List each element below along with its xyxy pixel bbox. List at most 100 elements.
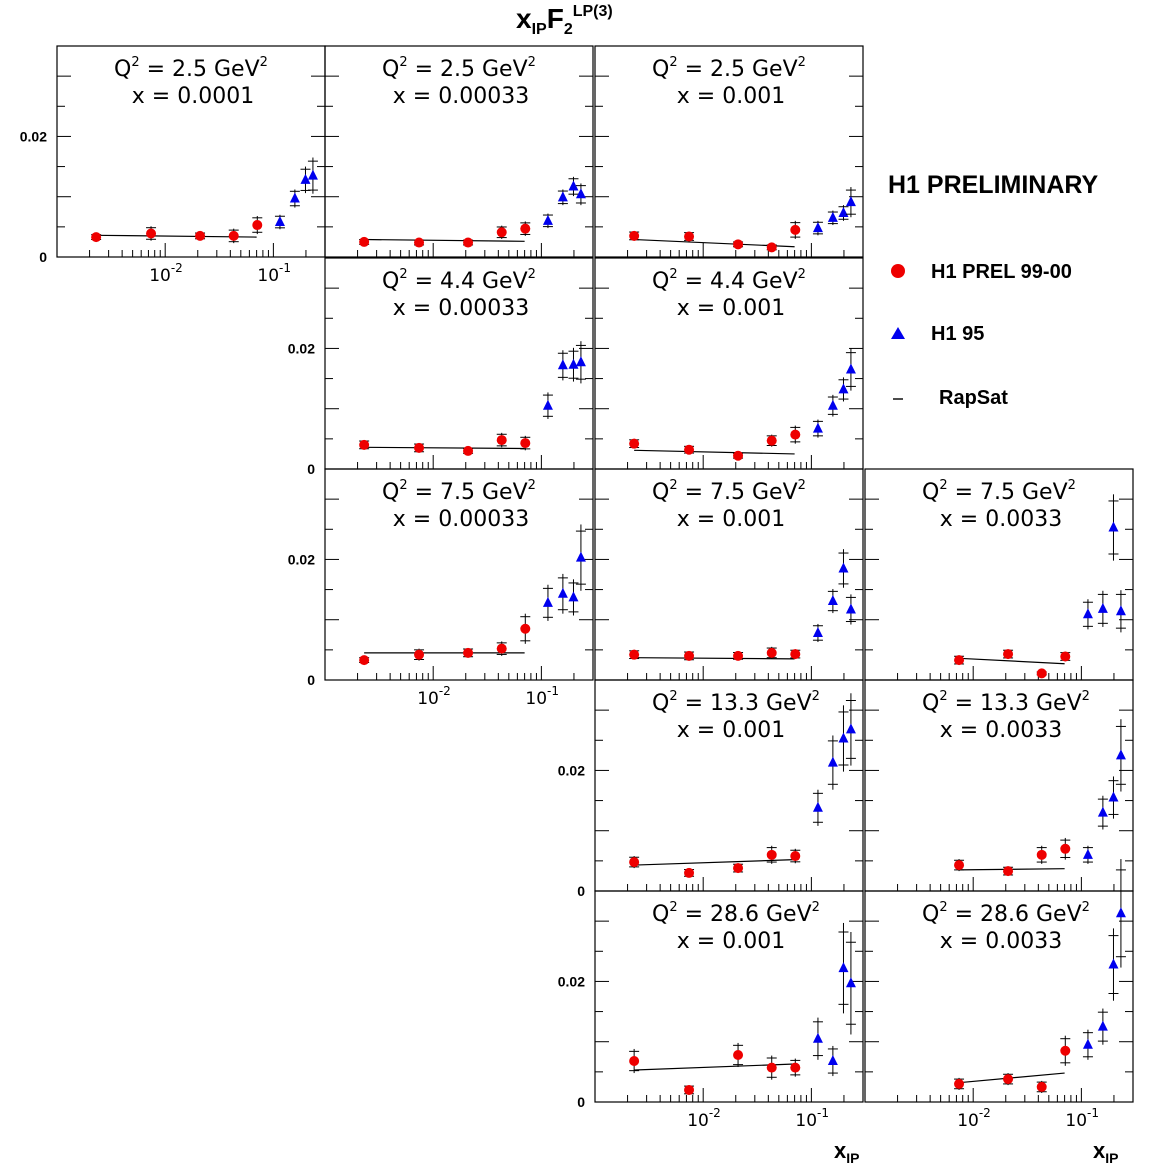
h1-95-point: [289, 192, 300, 203]
h1-95-point: [1108, 521, 1119, 532]
h1-prel-point: [790, 649, 801, 660]
h1-prel-point: [520, 223, 531, 234]
panel-q2-label: Q2 = 4.4 GeV2: [382, 267, 536, 294]
h1-95-point: [845, 603, 856, 614]
h1-prel-point: [684, 444, 695, 455]
y-tick-label-002: 0.02: [558, 973, 585, 989]
h1-95-point: [1115, 605, 1126, 616]
panel-x-label: x = 0.001: [677, 507, 785, 532]
panel-frame: [864, 890, 1134, 1103]
h1-prel-point: [359, 439, 370, 450]
legend-entry-2: RapSat: [939, 387, 1008, 409]
x-tick-label: 10-2: [687, 1106, 721, 1131]
h1-95-point: [1097, 602, 1108, 613]
y-tick-label-002: 0.02: [20, 128, 47, 144]
x-tick-label: 10-1: [795, 1106, 829, 1131]
h1-prel-point: [733, 650, 744, 661]
legend: H1 PRELIMINARY H1 PREL 99-00 H1 95 RapSa…: [888, 171, 1099, 409]
h1-prel-point: [414, 442, 425, 453]
h1-95-point: [827, 595, 838, 606]
h1-prel-point: [228, 230, 239, 241]
panel-x-label: x = 0.0033: [940, 929, 1062, 954]
h1-prel-point: [414, 649, 425, 660]
h1-prel-point: [766, 435, 777, 446]
h1-prel-point: [91, 232, 102, 243]
legend-entry-1: H1 95: [931, 323, 984, 345]
h1-prel-point: [496, 227, 507, 238]
x-axis-label-2: xIP: [1093, 1138, 1118, 1166]
h1-95-point: [1115, 907, 1126, 918]
h1-95-point: [568, 358, 579, 369]
h1-95-point: [812, 626, 823, 637]
title-x: x: [516, 3, 532, 34]
h1-95-point: [557, 191, 568, 202]
h1-prel-point: [954, 860, 965, 871]
rapsat-fit-line: [959, 657, 1065, 665]
y-tick-label-0: 0: [307, 461, 315, 477]
h1-95-point: [575, 356, 586, 367]
panel-x-label: x = 0.00033: [393, 507, 529, 532]
panel-frame: [324, 468, 594, 681]
legend-entry-0: H1 PREL 99-00: [931, 261, 1072, 283]
h1-95-point: [838, 562, 849, 573]
h1-prel-point: [520, 623, 531, 634]
h1-95-point: [827, 399, 838, 410]
h1-prel-point: [1036, 668, 1047, 679]
y-tick-label-0: 0: [39, 249, 47, 265]
h1-95-point: [575, 551, 586, 562]
rapsat-fit-line: [634, 449, 795, 455]
h1-95-point: [1097, 1020, 1108, 1031]
x-tick-label: 10-2: [957, 1106, 991, 1131]
x-axis-label-1: xIP: [834, 1138, 859, 1166]
h1-prel-point: [1003, 649, 1014, 660]
x-tick-label: 10-1: [525, 684, 559, 709]
h1-prel-point: [629, 230, 640, 241]
panel-x-label: x = 0.0033: [940, 507, 1062, 532]
h1-95-point: [542, 214, 553, 225]
h1-prel-point: [463, 445, 474, 456]
h1-95-point: [845, 977, 856, 988]
h1-95-point: [838, 206, 849, 217]
panel-frame: [594, 890, 864, 1103]
h1-prel-point: [790, 224, 801, 235]
h1-prel-point: [766, 242, 777, 253]
h1-prel-point: [520, 438, 531, 449]
rapsat-fit-line: [634, 859, 795, 866]
h1-prel-point: [252, 220, 263, 231]
h1-95-point: [845, 196, 856, 207]
h1-prel-point: [359, 236, 370, 247]
title-f: F: [547, 3, 564, 34]
h1-95-point: [568, 591, 579, 602]
x-tick-label: 10-2: [417, 684, 451, 709]
panel-q2-label: Q2 = 28.6 GeV2: [922, 900, 1090, 927]
h1-prel-point: [463, 237, 474, 248]
panel-x-label: x = 0.0001: [132, 84, 254, 109]
h1-prel-point: [733, 239, 744, 250]
h1-prel-point: [766, 849, 777, 860]
h1-95-point: [845, 363, 856, 374]
h1-prel-point: [496, 643, 507, 654]
legend-marker-circle: [891, 264, 905, 278]
panel-x-label: x = 0.001: [677, 929, 785, 954]
chart-title: xIPF2LP(3): [516, 3, 613, 38]
h1-prel-point: [733, 450, 744, 461]
panel-x-label: x = 0.00033: [393, 296, 529, 321]
panel-frame: [324, 45, 594, 258]
h1-prel-point: [733, 863, 744, 874]
h1-95-point: [542, 596, 553, 607]
h1-prel-point: [954, 1078, 965, 1089]
panel-x-label: x = 0.001: [677, 718, 785, 743]
x-tick-label: 10-1: [257, 261, 291, 286]
h1-prel-point: [684, 650, 695, 661]
legend-heading: H1 PRELIMINARY: [888, 171, 1099, 199]
h1-prel-point: [463, 647, 474, 658]
h1-prel-point: [496, 435, 507, 446]
panel-q2-label: Q2 = 28.6 GeV2: [652, 900, 820, 927]
